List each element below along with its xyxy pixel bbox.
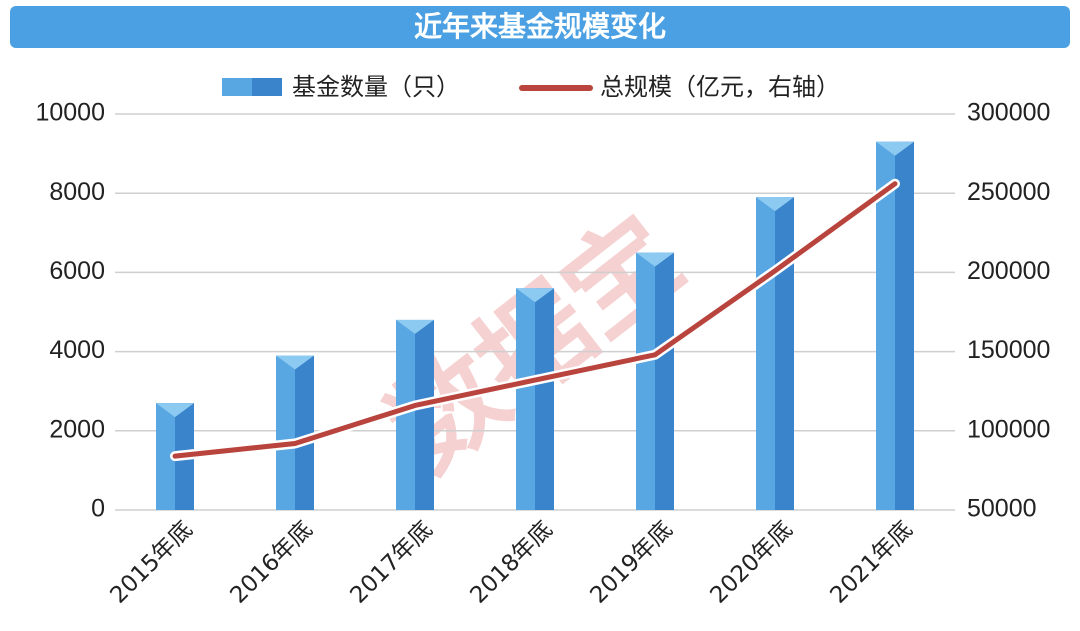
bar-cap <box>876 141 914 156</box>
y-tick-label: 4000 <box>49 336 105 364</box>
chart-title: 近年来基金规模变化 <box>414 10 666 43</box>
bar <box>516 288 554 510</box>
y2-tick-label: 250000 <box>967 178 1050 206</box>
bar <box>636 252 674 510</box>
y-tick-label: 0 <box>91 495 105 523</box>
y2-tick-label: 50000 <box>967 495 1037 523</box>
y-tick-label: 8000 <box>49 178 105 206</box>
legend-label: 总规模（亿元，右轴） <box>600 73 840 101</box>
bar-cap <box>756 197 794 212</box>
bar <box>396 319 434 510</box>
x-tick-label: 2020年底 <box>706 516 798 608</box>
y2-tick-label: 300000 <box>967 99 1050 127</box>
y2-tick-label: 150000 <box>967 336 1050 364</box>
bar-cap <box>516 288 554 303</box>
x-tick-label: 2015年底 <box>106 516 198 608</box>
bar <box>876 141 914 510</box>
x-tick-label: 2018年底 <box>466 516 558 608</box>
bar-cap <box>156 403 194 418</box>
legend-swatch <box>222 78 282 96</box>
y-tick-label: 10000 <box>35 99 105 127</box>
bar-cap <box>636 252 674 267</box>
bar <box>276 355 314 510</box>
x-tick-label: 2017年底 <box>346 516 438 608</box>
y-tick-label: 2000 <box>49 415 105 443</box>
bar-cap <box>396 319 434 334</box>
title-banner <box>10 6 1070 48</box>
bar-cap <box>276 355 314 370</box>
x-tick-label: 2021年底 <box>826 516 918 608</box>
legend-label: 基金数量（只） <box>292 73 460 101</box>
y2-tick-label: 200000 <box>967 257 1050 285</box>
x-tick-label: 2019年底 <box>586 516 678 608</box>
line <box>172 181 898 459</box>
y2-tick-label: 100000 <box>967 415 1050 443</box>
y-tick-label: 6000 <box>49 257 105 285</box>
bar <box>756 197 794 510</box>
x-tick-label: 2016年底 <box>226 516 318 608</box>
